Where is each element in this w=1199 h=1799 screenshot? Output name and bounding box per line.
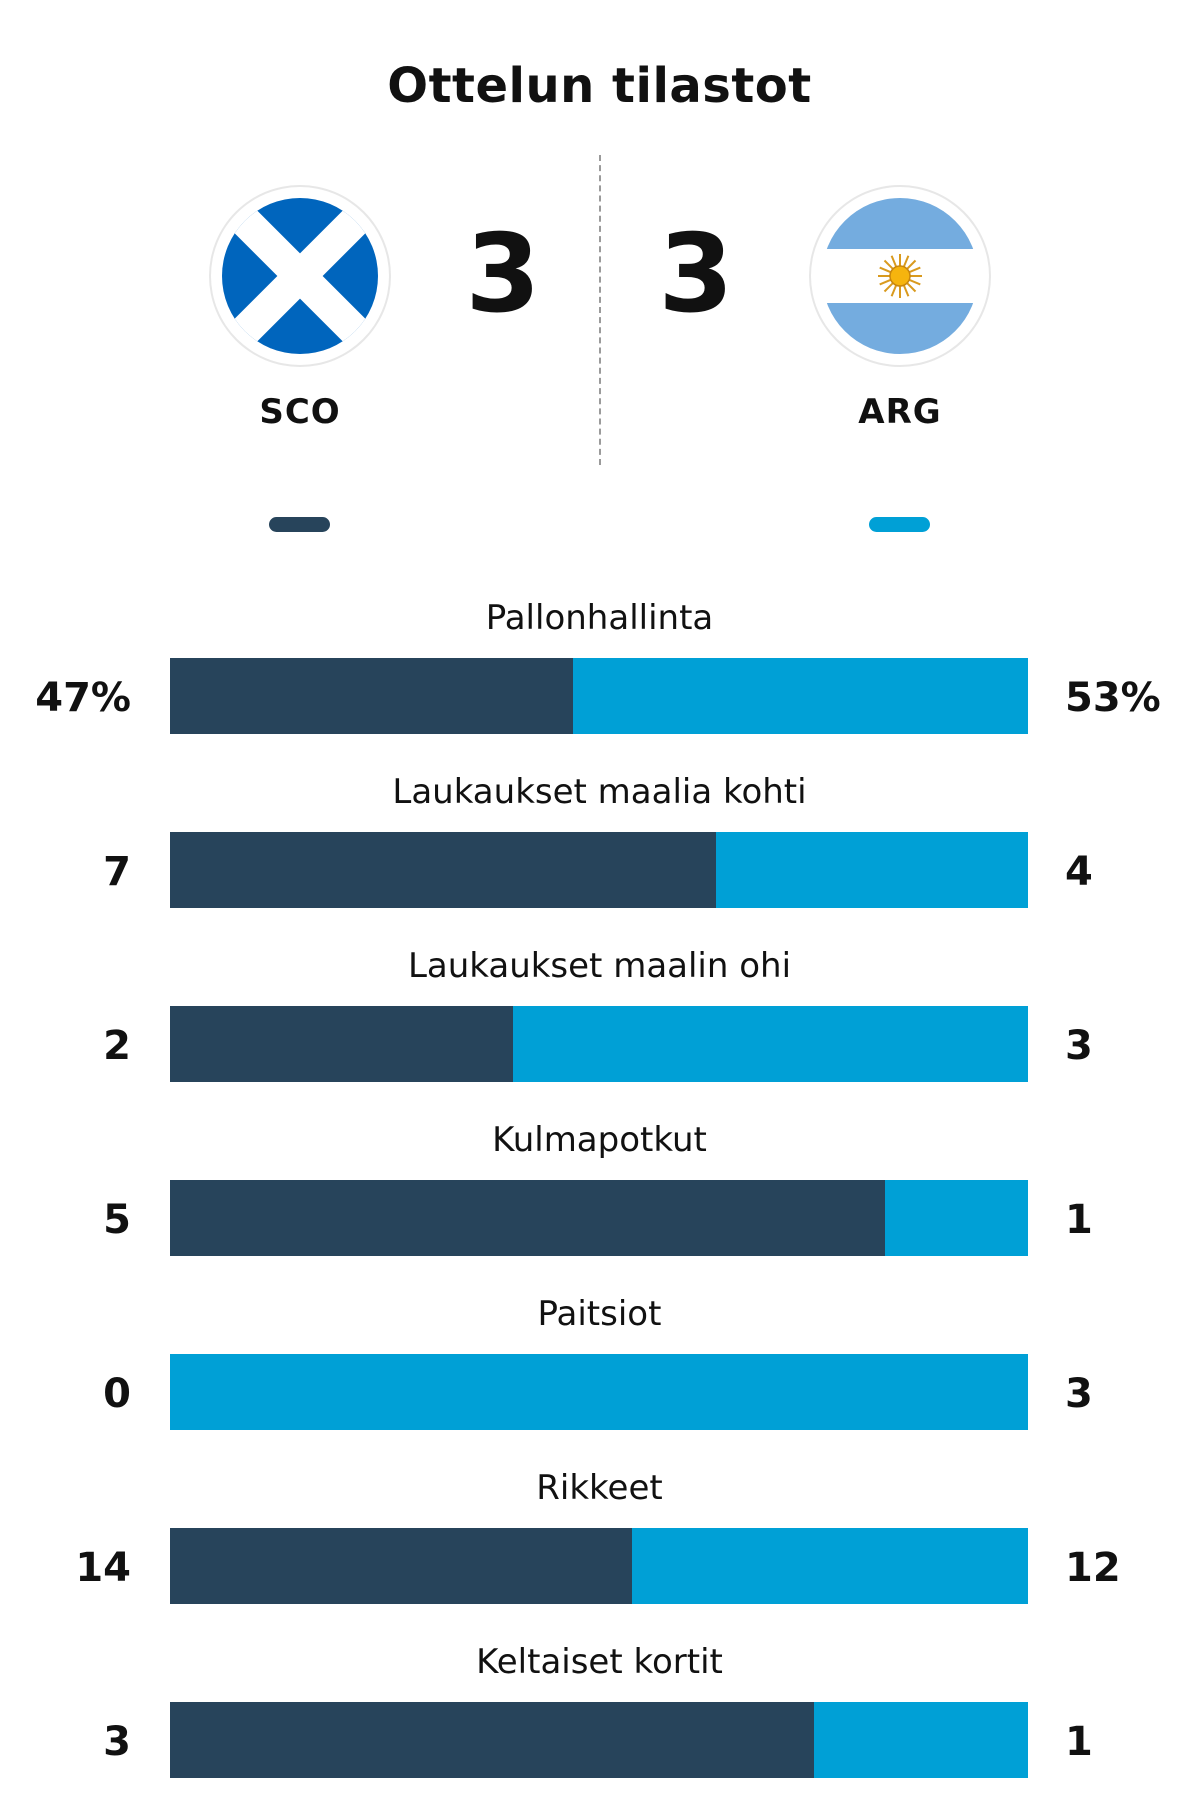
stat-label: Laukaukset maalia kohti	[392, 772, 807, 812]
stat-bar-home-fill	[170, 1702, 814, 1778]
stat-row: Laukaukset maalin ohi 2 3	[0, 944, 1199, 1094]
stat-label: Kulmapotkut	[492, 1120, 707, 1160]
stat-away-value: 1	[1065, 1719, 1093, 1765]
stat-home-value: 3	[103, 1719, 131, 1765]
stat-away-value: 12	[1065, 1545, 1121, 1591]
stat-bar	[170, 1006, 1028, 1082]
stat-home-value: 0	[103, 1371, 131, 1417]
stat-away-value: 53%	[1065, 675, 1161, 721]
stat-bar	[170, 1702, 1028, 1778]
stat-away-value: 3	[1065, 1371, 1093, 1417]
argentina-flag-icon	[811, 187, 989, 365]
stat-label: Pallonhallinta	[485, 598, 714, 638]
stat-bar-home-fill	[170, 658, 574, 734]
stat-home-value: 5	[103, 1197, 131, 1243]
stat-home-value: 7	[103, 849, 131, 895]
score-divider	[599, 155, 601, 465]
stat-label: Laukaukset maalin ohi	[407, 946, 792, 986]
stat-bar	[170, 1528, 1028, 1604]
stat-away-value: 4	[1065, 849, 1093, 895]
home-score: 3	[465, 212, 541, 337]
stat-bar-home-fill	[170, 832, 716, 908]
home-team-abbr: SCO	[259, 392, 341, 432]
stat-bar	[170, 832, 1028, 908]
stat-bar-home-fill	[170, 1180, 885, 1256]
stat-label: Keltaiset kortit	[476, 1642, 723, 1682]
stat-label: Rikkeet	[536, 1468, 663, 1508]
stat-row: Rikkeet 14 12	[0, 1466, 1199, 1616]
stat-away-value: 3	[1065, 1023, 1093, 1069]
scotland-flag-icon	[211, 187, 389, 365]
stat-row: Laukaukset maalia kohti 7 4	[0, 770, 1199, 920]
stat-row: Pallonhallinta 47% 53%	[0, 596, 1199, 746]
stat-row: Keltaiset kortit 3 1	[0, 1640, 1199, 1790]
stat-home-value: 2	[103, 1023, 131, 1069]
away-team-abbr: ARG	[858, 392, 942, 432]
stat-bar-home-fill	[170, 1528, 632, 1604]
away-color-indicator	[869, 517, 930, 532]
stat-bar	[170, 658, 1028, 734]
stat-home-value: 14	[75, 1545, 131, 1591]
stat-row: Kulmapotkut 5 1	[0, 1118, 1199, 1268]
stat-bar	[170, 1354, 1028, 1430]
stat-label: Paitsiot	[537, 1294, 662, 1334]
stat-away-value: 1	[1065, 1197, 1093, 1243]
page-title: Ottelun tilastot	[387, 58, 812, 114]
away-score: 3	[658, 212, 734, 337]
home-color-indicator	[269, 517, 330, 532]
stat-row: Paitsiot 0 3	[0, 1292, 1199, 1442]
stat-bar	[170, 1180, 1028, 1256]
stat-bar-home-fill	[170, 1006, 514, 1082]
stat-home-value: 47%	[35, 675, 131, 721]
